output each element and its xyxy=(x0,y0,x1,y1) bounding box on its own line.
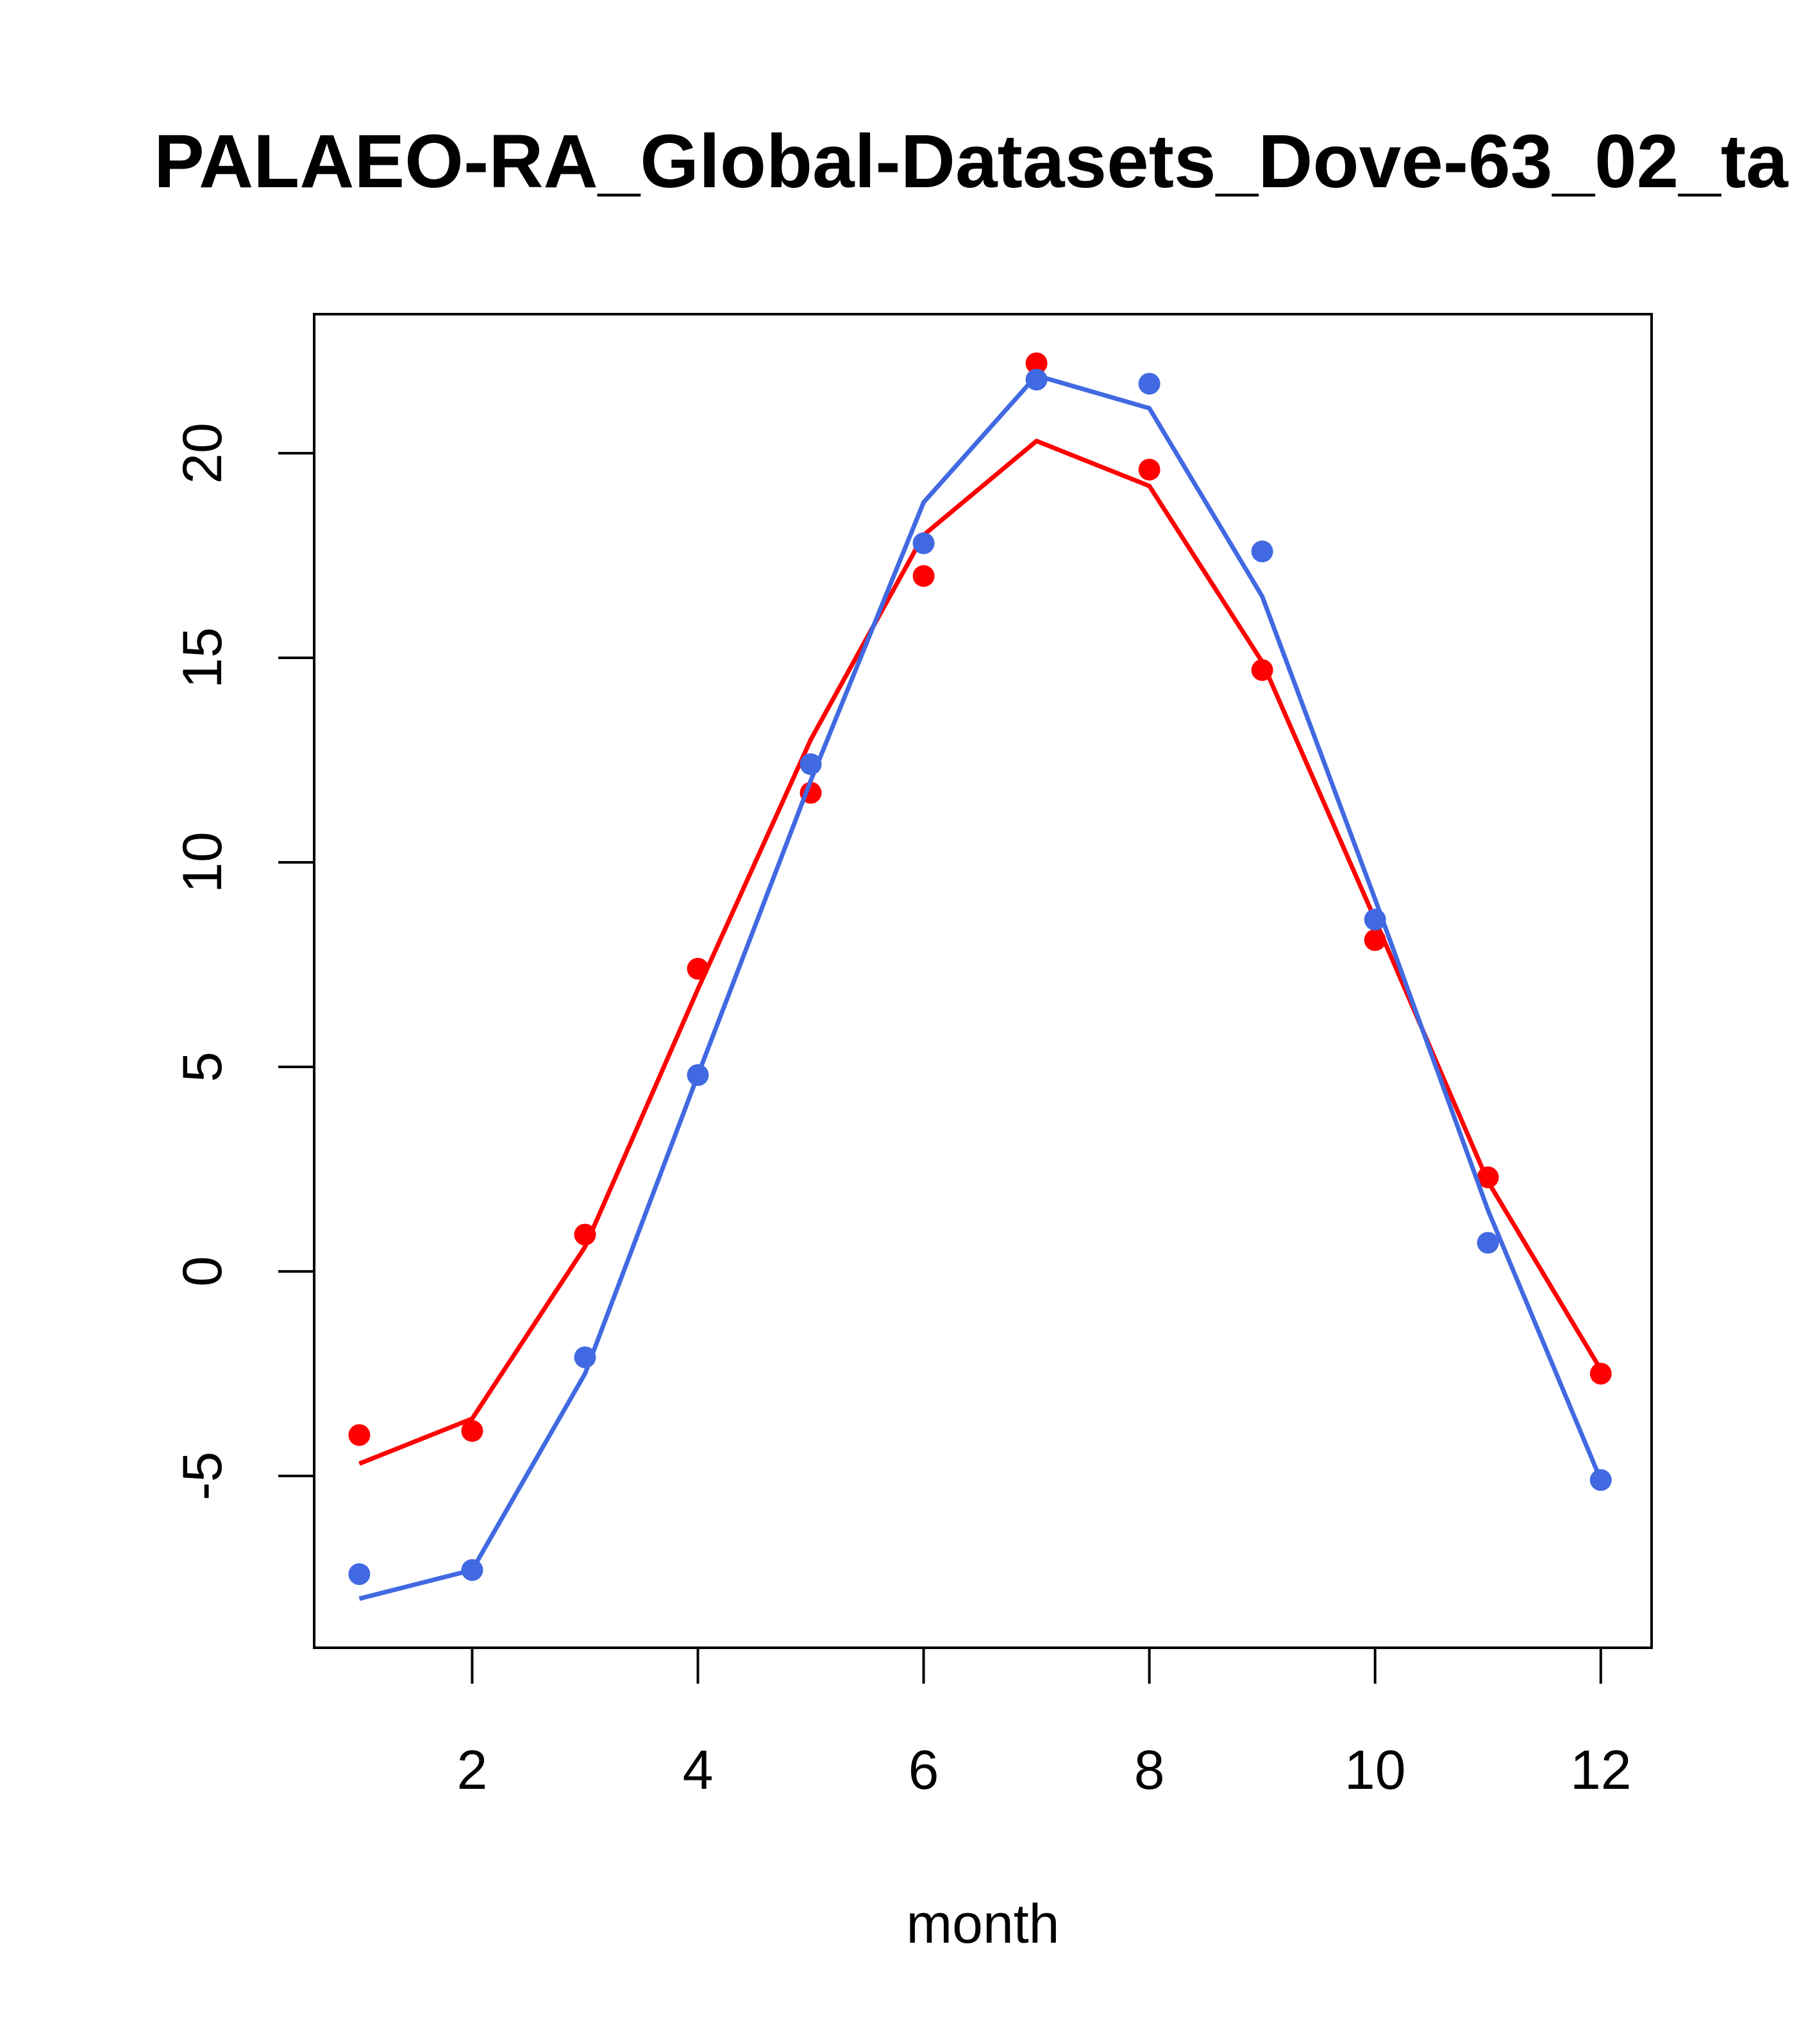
series-1-point xyxy=(574,1223,596,1246)
series-1-point xyxy=(461,1420,483,1442)
x-tick-label: 6 xyxy=(908,1739,939,1801)
series-2-line xyxy=(358,373,1603,1601)
x-axis: 2 4 6 8 10 12 xyxy=(457,1646,1632,1801)
x-tick-label: 10 xyxy=(1344,1739,1406,1801)
x-tick-label: 2 xyxy=(457,1739,488,1801)
series-2-point xyxy=(348,1563,371,1586)
y-axis: -5 0 5 10 15 20 xyxy=(172,423,315,1500)
series-2-point xyxy=(574,1346,596,1368)
series-2-point xyxy=(1251,540,1273,563)
y-tick-label: 5 xyxy=(172,1051,233,1082)
y-tick-label: 10 xyxy=(172,832,233,893)
series-1-point xyxy=(348,1424,371,1446)
x-tick-label: 12 xyxy=(1570,1739,1632,1801)
series-2-point xyxy=(687,1064,709,1086)
x-tick-label: 4 xyxy=(683,1739,714,1801)
series-1-point xyxy=(1251,659,1273,682)
series-2-point xyxy=(461,1559,483,1581)
chart-title: PALAEO-RA_Global-Datasets_Dove-63_02_ta xyxy=(154,119,1789,204)
series-1-point xyxy=(1589,1362,1612,1385)
series-1-point xyxy=(687,957,709,980)
y-tick-label: -5 xyxy=(172,1452,233,1500)
y-tick-label: 0 xyxy=(172,1256,233,1287)
series-1-point xyxy=(1025,352,1048,374)
series-2-point xyxy=(912,532,935,555)
series-2-point xyxy=(1364,909,1386,931)
series-1-point xyxy=(912,565,935,587)
x-tick-label: 8 xyxy=(1134,1739,1165,1801)
y-tick-label: 20 xyxy=(172,423,233,484)
series-2-point xyxy=(1589,1469,1612,1491)
plot-frame xyxy=(313,313,1653,1649)
series-1-line xyxy=(358,439,1603,1466)
series-2-point xyxy=(1138,373,1160,395)
series-2-point xyxy=(800,753,822,775)
series-1-point xyxy=(1138,458,1160,481)
series-2-point xyxy=(1025,369,1048,391)
series-2-point xyxy=(1477,1232,1499,1254)
x-axis-label: month xyxy=(906,1893,1059,1955)
y-tick-label: 15 xyxy=(172,627,233,689)
series-1-point xyxy=(1477,1166,1499,1189)
series-1-point xyxy=(1364,929,1386,951)
series-layer xyxy=(348,352,1612,1601)
